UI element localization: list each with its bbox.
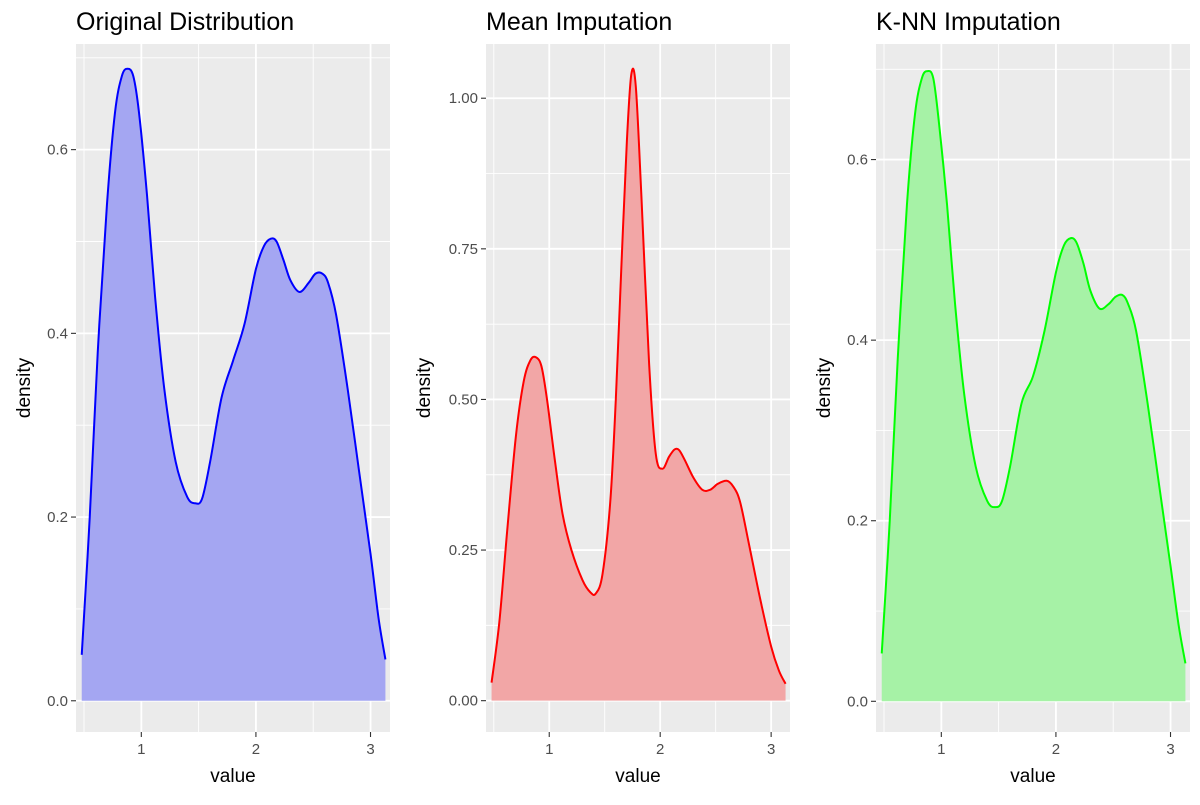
x-tick-label: 1 <box>137 741 145 758</box>
x-axis-title: value <box>615 766 660 787</box>
y-tick-label: 0.4 <box>847 332 868 349</box>
y-tick-label: 0.2 <box>847 513 868 530</box>
axis-ticks: 1 2 3 0.00 0.25 0.50 0.75 1.00 <box>449 90 776 758</box>
panel-original: Original Distribution 1 2 3 0.0 0.2 0.4 0.6 va… <box>14 8 390 787</box>
x-tick-label: 1 <box>937 741 945 758</box>
panel-title: K-NN Imputation <box>876 8 1061 36</box>
y-tick-label: 0.0 <box>47 693 68 710</box>
y-tick-label: 0.4 <box>47 325 68 342</box>
y-tick-label: 0.2 <box>47 509 68 526</box>
density-line <box>490 67 787 685</box>
panel-knn-imputation: K-NN Imputation 1 2 3 0.0 0.2 0.4 0.6 value de… <box>814 8 1190 787</box>
density-area <box>881 70 1186 702</box>
axis-ticks: 1 2 3 0.0 0.2 0.4 0.6 <box>47 142 375 758</box>
x-tick-label: 3 <box>1166 741 1174 758</box>
x-tick-label: 3 <box>767 741 775 758</box>
y-tick-label: 0.25 <box>449 542 478 559</box>
density-area <box>81 68 386 701</box>
density-line <box>880 69 1187 664</box>
x-axis-title: value <box>1010 766 1055 787</box>
axis-ticks: 1 2 3 0.0 0.2 0.4 0.6 <box>847 152 1175 758</box>
x-tick-label: 2 <box>656 741 664 758</box>
y-axis-title: density <box>14 357 35 418</box>
y-tick-label: 0.0 <box>847 693 868 710</box>
x-axis-title: value <box>210 766 255 787</box>
panel-title: Original Distribution <box>76 8 294 36</box>
y-tick-label: 0.75 <box>449 241 478 258</box>
y-tick-label: 0.50 <box>449 391 478 408</box>
y-tick-label: 0.6 <box>847 152 868 169</box>
y-tick-label: 1.00 <box>449 90 478 107</box>
y-axis-title: density <box>814 357 835 418</box>
panel-mean-imputation: Mean Imputation 1 2 30.000.250.500.751.00 … <box>414 8 790 787</box>
panel-title: Mean Imputation <box>486 8 672 36</box>
x-tick-label: 3 <box>366 741 374 758</box>
y-tick-label: 0.6 <box>47 142 68 159</box>
y-tick-label: 0.00 <box>449 693 478 710</box>
y-axis-title: density <box>414 357 435 418</box>
density-area <box>491 68 786 701</box>
x-tick-label: 2 <box>252 741 260 758</box>
density-line <box>80 67 387 660</box>
x-tick-label: 1 <box>545 741 553 758</box>
x-tick-label: 2 <box>1052 741 1060 758</box>
